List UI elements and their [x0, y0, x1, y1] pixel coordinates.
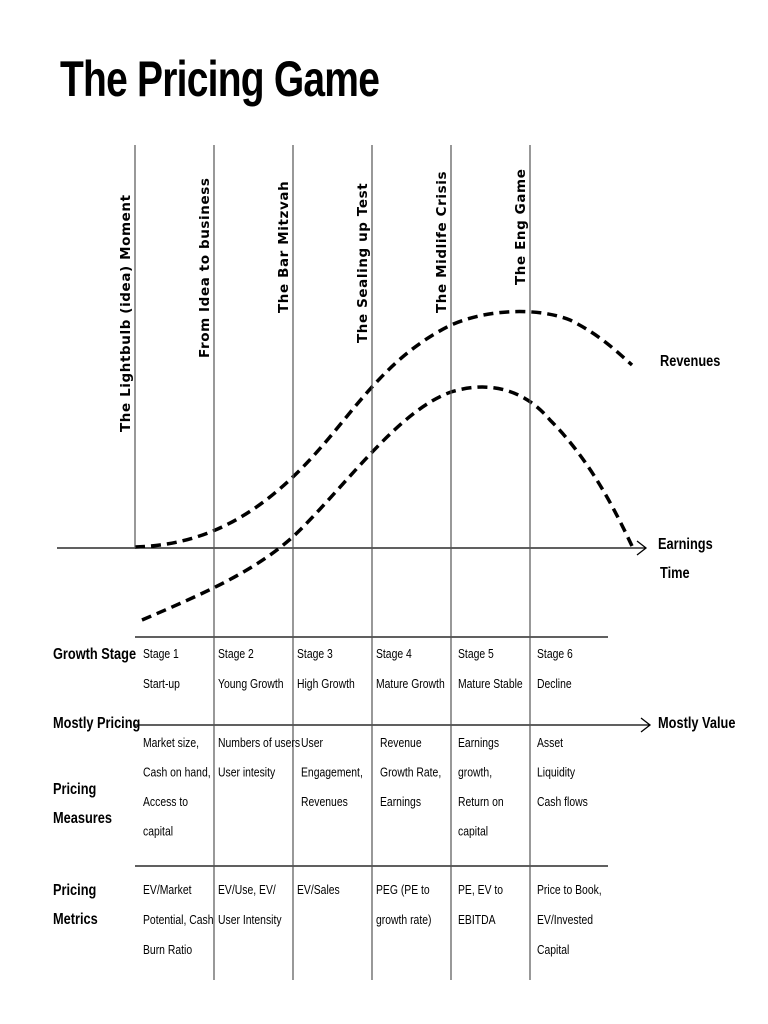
table-cell: growth,: [458, 765, 492, 779]
table-cell: User: [301, 736, 323, 750]
pricing-measures-label-1: Pricing: [53, 781, 96, 799]
table-cell: Earnings: [380, 795, 421, 809]
table-cell: Cash flows: [537, 795, 588, 809]
table-cell: Earnings: [458, 736, 499, 750]
table-cell: Capital: [537, 943, 569, 957]
milestone-label: The Bar Mitzvah: [276, 181, 292, 313]
table-cell: capital: [458, 824, 488, 838]
table-cell: Stage 5: [458, 647, 494, 661]
table-cell: Cash on hand,: [143, 765, 211, 779]
table-cell: Revenues: [301, 795, 348, 809]
time-label: Time: [660, 565, 690, 583]
page-title: The Pricing Game: [60, 51, 380, 107]
table-cell: Burn Ratio: [143, 943, 193, 957]
table-cell: Return on: [458, 795, 504, 809]
pricing-metrics-label-2: Metrics: [53, 911, 98, 929]
milestone-label: The Eng Game: [513, 169, 529, 286]
table-cell: Market size,: [143, 736, 199, 750]
milestone-label: From Idea to business: [197, 177, 213, 358]
table-cell: Engagement,: [301, 765, 363, 779]
milestone-label: The Sealing up Test: [355, 183, 371, 343]
table-cell: Growth Rate,: [380, 765, 441, 779]
table-cell: EV/Market: [143, 883, 192, 897]
table-cell: Stage 3: [297, 647, 333, 661]
table-cell: EBITDA: [458, 913, 496, 927]
earnings-curve: [141, 385, 634, 622]
growth-stage-label: Growth Stage: [53, 646, 136, 664]
table-cell: EV/Use, EV/: [218, 883, 276, 897]
table-cell: Asset: [537, 736, 564, 750]
revenues-curve: [134, 309, 634, 549]
table-cell: High Growth: [297, 677, 355, 691]
table-cell: Revenue: [380, 736, 422, 750]
table-cell: Mature Stable: [458, 677, 523, 691]
pricing-measures-label-2: Measures: [53, 810, 112, 828]
earnings-label: Earnings: [658, 536, 713, 554]
table-cell: Decline: [537, 677, 572, 691]
table-cell: User intesity: [218, 765, 275, 779]
table-cell: capital: [143, 824, 173, 838]
revenues-label: Revenues: [660, 353, 720, 371]
milestone-label: The Lightbulb (idea) Moment: [118, 194, 134, 432]
table-cell: Stage 1: [143, 647, 179, 661]
mostly-pricing-label: Mostly Pricing: [53, 715, 140, 733]
table-cell: Stage 4: [376, 647, 412, 661]
table-cell: Start-up: [143, 677, 180, 691]
table-cell: Stage 6: [537, 647, 573, 661]
table-cell: User Intensity: [218, 913, 282, 927]
table-cell: PE, EV to: [458, 883, 503, 897]
mostly-value-label: Mostly Value: [658, 715, 735, 733]
table-cell: Numbers of users: [218, 736, 300, 750]
table-cell: growth rate): [376, 913, 432, 927]
table-cell: Liquidity: [537, 765, 575, 779]
table-cell: PEG (PE to: [376, 883, 430, 897]
table-cell: Potential, Cash: [143, 913, 213, 927]
table-cell: Access to: [143, 795, 188, 809]
table-cell: Price to Book,: [537, 883, 602, 897]
milestone-label: The Midlife Crisis: [434, 171, 450, 313]
table-cell: Stage 2: [218, 647, 254, 661]
table-cell: EV/Invested: [537, 913, 593, 927]
table-cell: EV/Sales: [297, 883, 340, 897]
table-cell: Young Growth: [218, 677, 283, 691]
pricing-metrics-label-1: Pricing: [53, 882, 96, 900]
table-cell: Mature Growth: [376, 677, 445, 691]
